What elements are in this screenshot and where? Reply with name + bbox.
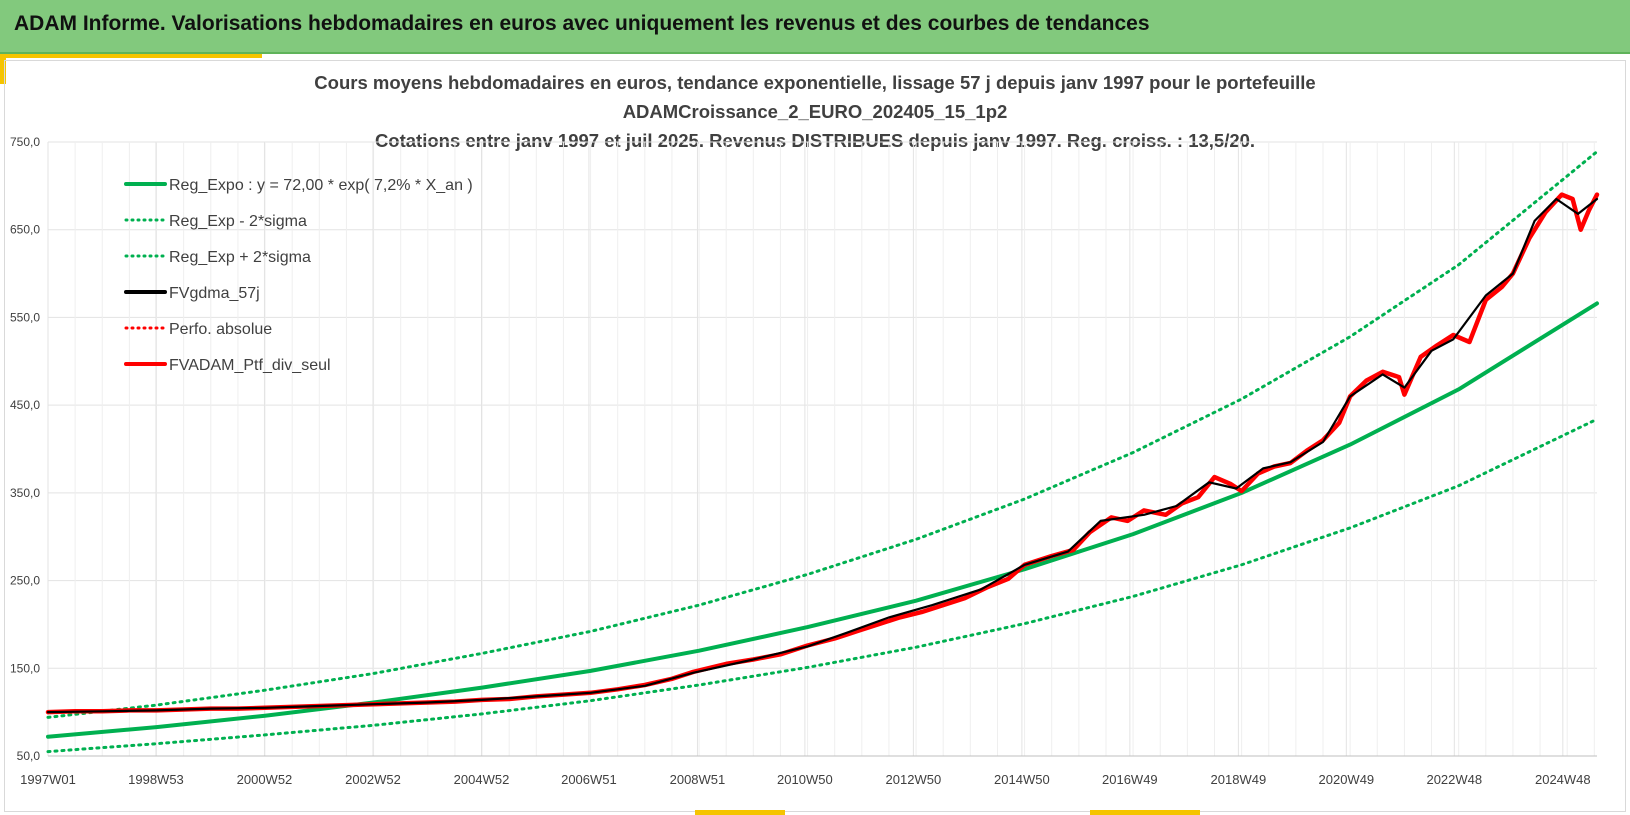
y-tick-label: 250,0 [10, 574, 40, 588]
x-tick-label: 2012W50 [886, 772, 942, 787]
series-reg-expo [46, 301, 1599, 739]
accent-bar [0, 54, 262, 58]
x-tick-label: 2004W52 [454, 772, 510, 787]
x-tick-label: 2010W50 [777, 772, 833, 787]
x-tick-label: 2016W49 [1102, 772, 1158, 787]
series-reg-exp-minus-2sigma [46, 417, 1599, 754]
x-tick-label: 2000W52 [237, 772, 293, 787]
x-tick-label: 2008W51 [670, 772, 726, 787]
x-tick-label: 2014W50 [994, 772, 1050, 787]
series-reg-exp-plus-2sigma [46, 150, 1599, 719]
bottom-accent-2 [1090, 810, 1200, 815]
legend-entry-label: FVgdma_57j [169, 285, 260, 302]
y-tick-label: 550,0 [10, 310, 40, 324]
legend-entry-label: Reg_Exp + 2*sigma [169, 249, 311, 266]
accent-side-bar [0, 54, 6, 84]
y-tick-label: 150,0 [10, 661, 40, 675]
legend-entry-label: Reg_Exp - 2*sigma [169, 213, 307, 230]
y-tick-label: 350,0 [10, 486, 40, 500]
legend-entry-label: FVADAM_Ptf_div_seul [169, 357, 331, 374]
y-tick-label: 750,0 [10, 135, 40, 149]
page-title: ADAM Informe. Valorisations hebdomadaire… [14, 12, 1150, 35]
x-tick-label: 1997W01 [20, 772, 76, 787]
chart-title-line-2: ADAMCroissance_2_EURO_202405_15_1p2 [622, 101, 1008, 122]
legend-entry-label: Reg_Expo : y = 72,00 * exp( 7,2% * X_an … [169, 177, 473, 194]
bottom-accent-1 [695, 810, 785, 815]
x-tick-label: 2006W51 [561, 772, 617, 787]
y-tick-label: 450,0 [10, 398, 40, 412]
chart-frame [4, 60, 1626, 812]
y-tick-label: 50,0 [17, 749, 41, 763]
x-tick-label: 2024W48 [1535, 772, 1591, 787]
x-tick-label: 2018W49 [1211, 772, 1267, 787]
page-header: ADAM Informe. Valorisations hebdomadaire… [0, 0, 1630, 54]
series-fvadam-ptf-div-seul [45, 192, 1600, 715]
y-tick-label: 650,0 [10, 223, 40, 237]
chart-title-line-1: Cours moyens hebdomadaires en euros, ten… [314, 72, 1316, 93]
legend-entry-label: Perfo. absolue [169, 321, 272, 338]
x-tick-label: 2020W49 [1319, 772, 1375, 787]
chart-title-line-3: Cotations entre janv 1997 et juil 2025. … [374, 130, 1256, 151]
series-fvgdma-57j [46, 197, 1599, 714]
x-tick-label: 2022W48 [1426, 772, 1482, 787]
x-tick-label: 1998W53 [128, 772, 184, 787]
x-tick-label: 2002W52 [345, 772, 401, 787]
